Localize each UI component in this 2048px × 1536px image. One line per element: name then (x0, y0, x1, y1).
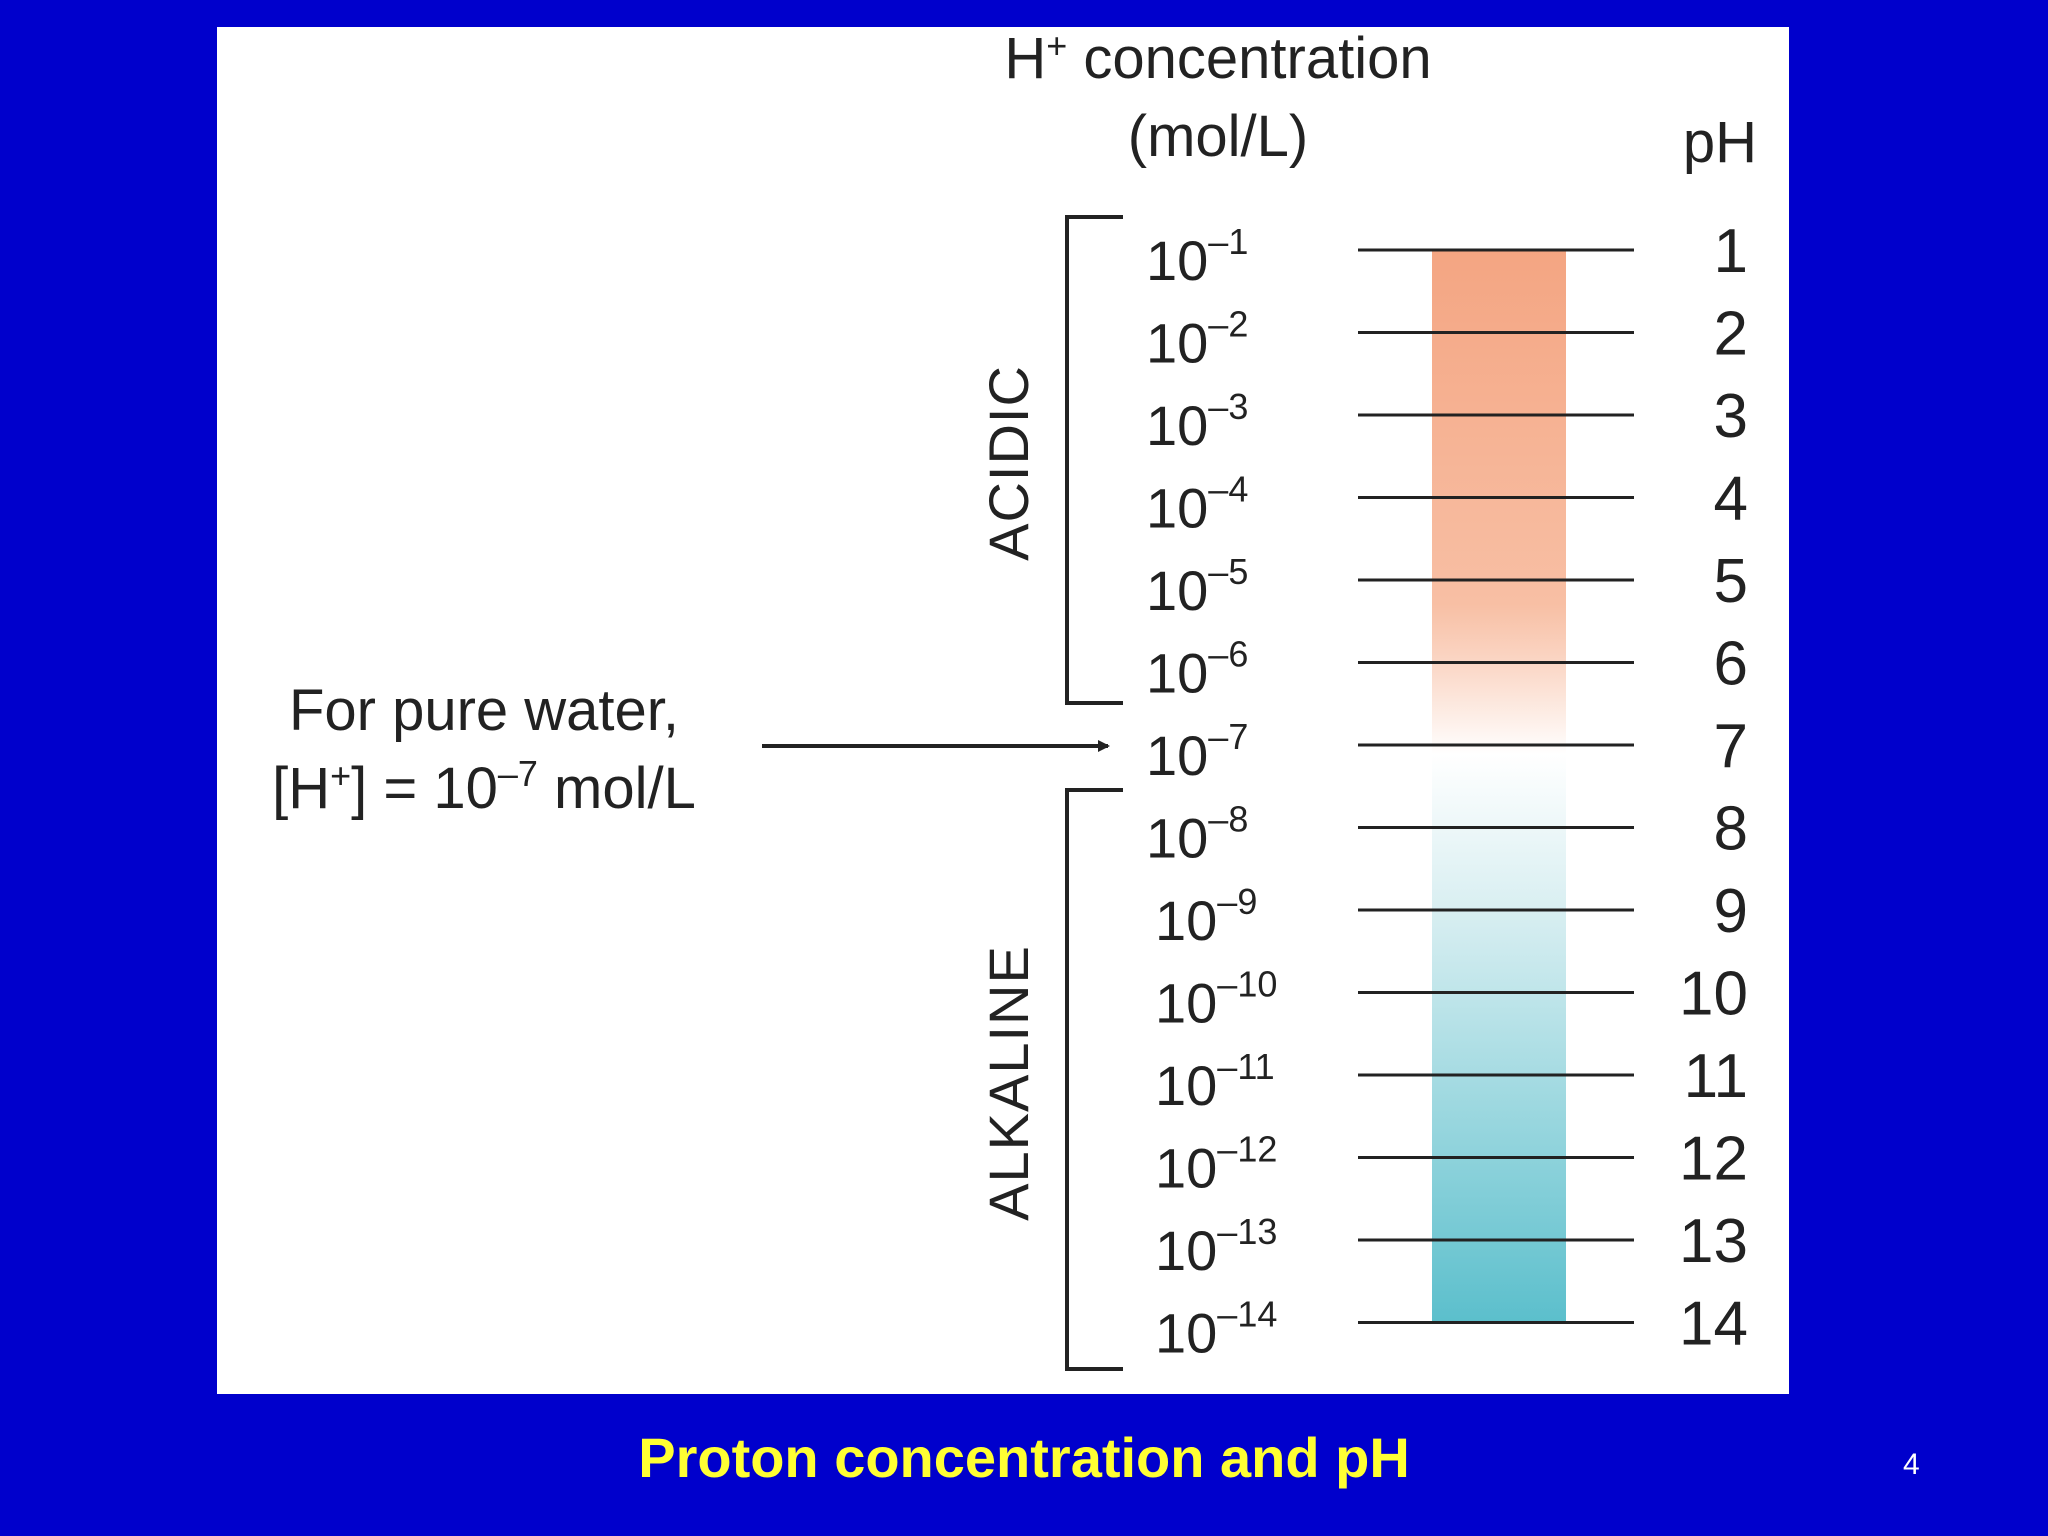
ph-value-label: 8 (1714, 795, 1748, 864)
ph-value-label: 10 (1679, 960, 1748, 1029)
ph-value-label: 4 (1714, 465, 1748, 534)
ph-value-label: 6 (1714, 630, 1748, 699)
ph-color-bar (1432, 250, 1566, 1323)
slide-title: Proton concentration and pH (638, 1426, 1410, 1489)
concentration-tick-label: 10–11 (1155, 1046, 1275, 1117)
concentration-tick-label: 10–8 (1146, 799, 1248, 870)
ph-value-label: 9 (1714, 877, 1748, 946)
concentration-tick-label: 10–2 (1146, 304, 1248, 375)
ph-value-label: 7 (1714, 712, 1748, 781)
concentration-units: (mol/L) (1128, 104, 1308, 169)
concentration-tick-label: 10–3 (1146, 386, 1248, 457)
acidic-label: ACIDIC (977, 365, 1040, 561)
concentration-tick-label: 10–14 (1155, 1294, 1277, 1365)
ph-value-label: 2 (1714, 300, 1748, 369)
ph-value-label: 5 (1714, 547, 1748, 616)
ph-value-label: 13 (1679, 1207, 1748, 1276)
concentration-tick-label: 10–13 (1155, 1211, 1277, 1282)
slide-number: 4 (1903, 1448, 1920, 1481)
ph-value-label: 3 (1714, 382, 1748, 451)
concentration-tick-label: 10–1 (1146, 221, 1248, 292)
ph-header: pH (1683, 110, 1757, 175)
concentration-tick-label: 10–10 (1155, 964, 1277, 1035)
pure-water-note-line2: [H+] = 10–7 mol/L (272, 753, 696, 821)
ph-value-label: 12 (1679, 1125, 1748, 1194)
alkaline-bracket (1065, 788, 1123, 1371)
pure-water-note-line1: For pure water, (289, 678, 679, 743)
concentration-tick-label: 10–6 (1146, 634, 1248, 705)
concentration-tick-label: 10–9 (1155, 881, 1257, 952)
concentration-tick-label: 10–4 (1146, 469, 1248, 540)
alkaline-label: ALKALINE (977, 945, 1040, 1221)
concentration-header: H+ concentration (1004, 25, 1431, 91)
concentration-tick-label: 10–12 (1155, 1129, 1277, 1200)
acidic-bracket (1065, 215, 1123, 705)
concentration-tick-label: 10–7 (1146, 716, 1248, 787)
concentration-tick-label: 10–5 (1146, 551, 1248, 622)
ph-value-label: 11 (1684, 1042, 1748, 1111)
ph-value-label: 1 (1714, 217, 1748, 286)
ph-value-label: 14 (1679, 1290, 1748, 1359)
